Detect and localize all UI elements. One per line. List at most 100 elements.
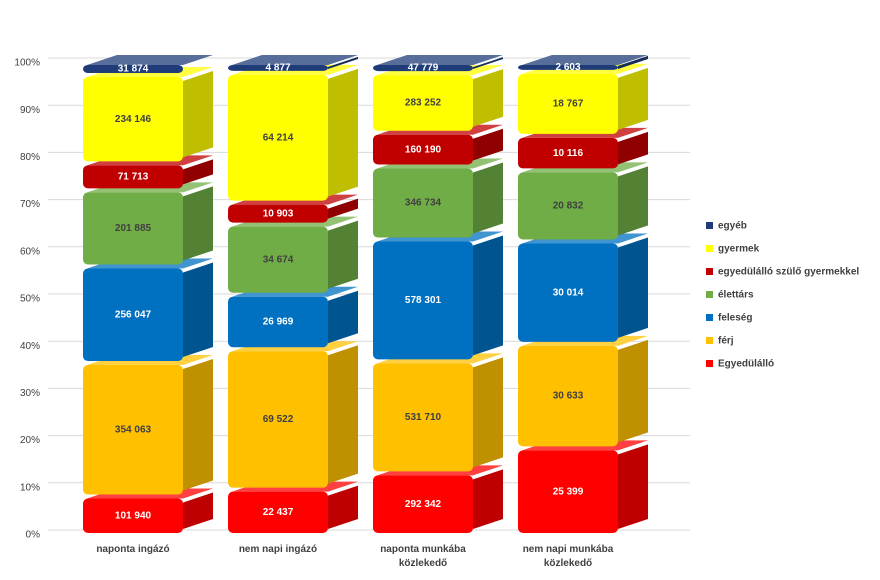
bar-side xyxy=(183,359,213,491)
bar xyxy=(518,345,618,447)
bar xyxy=(518,65,618,70)
y-tick-label: 90% xyxy=(20,105,40,116)
bar xyxy=(228,204,328,223)
y-tick-label: 70% xyxy=(20,199,40,210)
data-label: 30 633 xyxy=(553,391,584,402)
bar xyxy=(228,74,328,201)
x-tick-label: naponta ingázó xyxy=(96,544,170,555)
data-label: 69 522 xyxy=(263,414,294,425)
bar xyxy=(228,351,328,488)
bar-side xyxy=(618,67,648,130)
data-label: 31 874 xyxy=(118,64,149,75)
x-tick-label: naponta munkába közlekedő xyxy=(380,544,466,569)
bar xyxy=(83,365,183,495)
bar-top xyxy=(522,55,648,65)
bar-side xyxy=(183,262,213,358)
bar xyxy=(373,241,473,360)
bar xyxy=(373,475,473,533)
bar-side xyxy=(328,345,358,484)
bar xyxy=(228,491,328,533)
data-label: 578 301 xyxy=(405,295,442,306)
legend-label: férj xyxy=(718,336,734,347)
y-tick-label: 50% xyxy=(20,294,40,305)
bar xyxy=(518,243,618,342)
data-label: 283 252 xyxy=(405,98,442,109)
data-label: 22 437 xyxy=(263,507,294,518)
data-label: 34 674 xyxy=(263,254,294,265)
bar-side xyxy=(328,68,358,197)
y-tick-label: 30% xyxy=(20,388,40,399)
data-label: 354 063 xyxy=(115,424,152,435)
legend-swatch xyxy=(706,360,713,367)
bar xyxy=(83,77,183,162)
bar-side xyxy=(473,57,503,69)
bar-side xyxy=(183,71,213,158)
data-label: 160 190 xyxy=(405,144,442,155)
bar xyxy=(83,165,183,189)
bar-side xyxy=(473,469,503,529)
legend-swatch xyxy=(706,314,713,321)
bar xyxy=(228,226,328,293)
bar-side xyxy=(473,69,503,127)
bar xyxy=(518,137,618,169)
bar xyxy=(373,134,473,165)
data-label: 234 146 xyxy=(115,114,152,125)
data-label: 47 779 xyxy=(408,63,439,74)
bar xyxy=(518,172,618,240)
legend-swatch xyxy=(706,291,713,298)
bar xyxy=(228,65,328,71)
bar-side xyxy=(618,339,648,443)
bar xyxy=(83,498,183,533)
data-label: 4 877 xyxy=(265,63,290,74)
legend-label: élettárs xyxy=(718,290,754,301)
bar-side xyxy=(183,59,213,70)
data-label: 71 713 xyxy=(118,171,149,182)
bar xyxy=(83,268,183,362)
data-label: 30 014 xyxy=(553,287,584,298)
bar-side xyxy=(473,128,503,161)
legend-label: egyedülálló szülő gyermekkel xyxy=(718,267,859,278)
bar xyxy=(83,192,183,265)
y-tick-label: 60% xyxy=(20,246,40,257)
y-tick-label: 80% xyxy=(20,152,40,163)
bar-side xyxy=(618,444,648,529)
data-label: 18 767 xyxy=(553,99,584,110)
bar xyxy=(373,75,473,131)
legend-label: Egyedülálló xyxy=(718,359,774,370)
bar xyxy=(373,65,473,72)
data-label: 256 047 xyxy=(115,309,152,320)
bar xyxy=(373,168,473,238)
legend-swatch xyxy=(706,222,713,229)
legend-label: feleség xyxy=(718,313,752,324)
data-label: 10 116 xyxy=(553,148,583,159)
data-label: 531 710 xyxy=(405,412,442,423)
data-label: 64 214 xyxy=(263,132,294,143)
data-label: 25 399 xyxy=(553,486,584,497)
y-tick-label: 10% xyxy=(20,482,40,493)
bar-side xyxy=(328,198,358,219)
data-label: 20 832 xyxy=(553,201,584,212)
legend-label: egyéb xyxy=(718,221,747,232)
bar-side xyxy=(618,237,648,338)
data-label: 292 342 xyxy=(405,499,442,510)
bar xyxy=(518,73,618,134)
bar-side xyxy=(473,235,503,356)
data-label: 101 940 xyxy=(115,510,152,521)
data-label: 346 734 xyxy=(405,198,442,209)
bar xyxy=(373,363,473,472)
bar-side xyxy=(618,131,648,165)
bar-side xyxy=(183,159,213,185)
bar-side xyxy=(473,162,503,234)
bar-side xyxy=(618,166,648,236)
x-tick-label: nem napi munkába közlekedő xyxy=(522,544,614,569)
bar xyxy=(518,450,618,533)
bar xyxy=(228,296,328,348)
bar-side xyxy=(183,492,213,529)
bar-side xyxy=(473,357,503,468)
y-tick-label: 40% xyxy=(20,341,40,352)
legend-swatch xyxy=(706,245,713,252)
legend-label: gyermek xyxy=(718,244,760,255)
bar-top xyxy=(377,55,503,65)
legend-swatch xyxy=(706,268,713,275)
